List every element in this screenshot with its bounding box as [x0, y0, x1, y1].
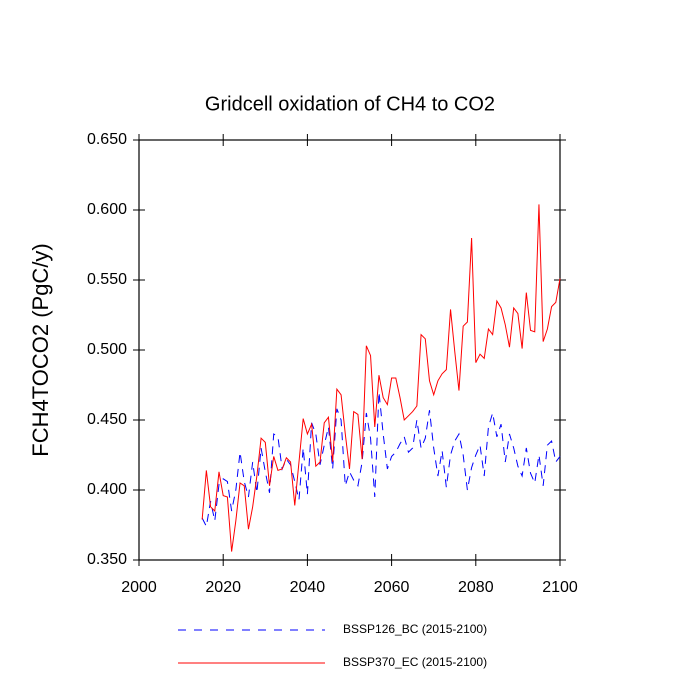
data-line: [201, 391, 561, 528]
y-tick-label: 0.600: [87, 201, 127, 218]
y-tick-label: 0.450: [87, 411, 127, 428]
y-tick-label: 0.400: [87, 481, 127, 498]
y-tick-label: 0.350: [87, 551, 127, 568]
legend-label: BSSP370_EC (2015-2100): [343, 655, 487, 669]
plot-frame: [138, 139, 561, 561]
x-tick-label: 2100: [542, 579, 578, 596]
x-tick-label: 2020: [205, 579, 241, 596]
x-tick-label: 2000: [121, 579, 157, 596]
x-tick-label: 2060: [374, 579, 410, 596]
y-axis-label: FCH4TOCO2 (PgC/y): [28, 243, 53, 457]
y-tick-label: 0.650: [87, 131, 127, 148]
y-tick-label: 0.500: [87, 341, 127, 358]
x-tick-label: 2080: [458, 579, 494, 596]
y-tick-label: 0.550: [87, 271, 127, 288]
data-line: [201, 204, 561, 552]
chart-title: Gridcell oxidation of CH4 to CO2: [205, 93, 495, 115]
legend-label: BSSP126_BC (2015-2100): [343, 622, 487, 636]
x-tick-label: 2040: [290, 579, 326, 596]
